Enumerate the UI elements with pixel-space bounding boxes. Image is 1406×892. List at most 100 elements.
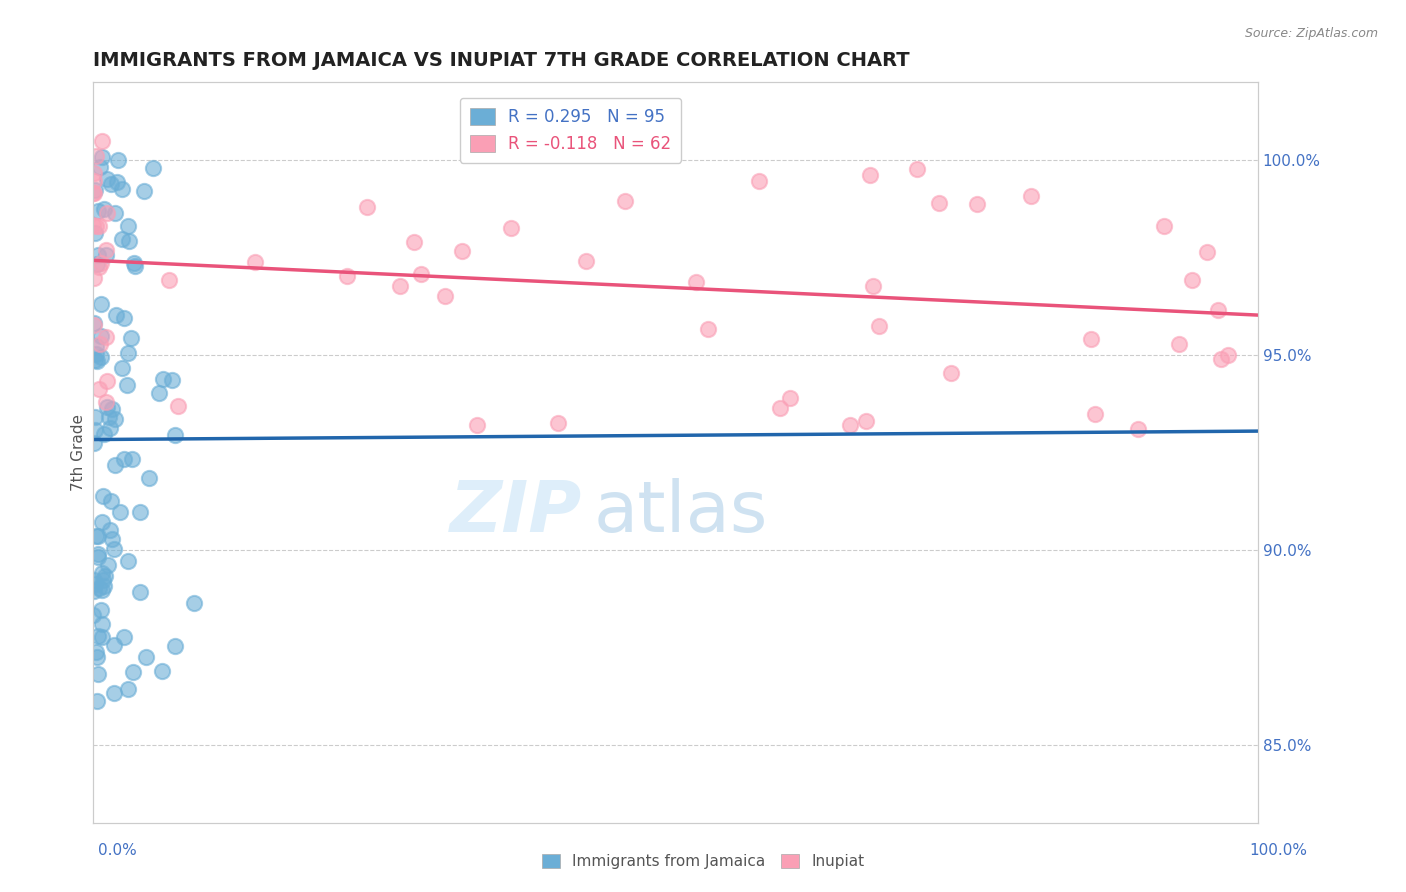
Point bbox=[575, 253, 598, 268]
Point bbox=[89, 382, 111, 396]
Point bbox=[87, 667, 110, 681]
Point bbox=[336, 269, 359, 284]
Point bbox=[86, 257, 108, 271]
Point bbox=[103, 685, 125, 699]
Point bbox=[103, 638, 125, 652]
Point bbox=[107, 153, 129, 167]
Point bbox=[89, 337, 111, 351]
Point bbox=[103, 542, 125, 557]
Point bbox=[98, 421, 121, 435]
Point bbox=[84, 347, 107, 361]
Point bbox=[90, 617, 112, 632]
Point bbox=[152, 664, 174, 678]
Point bbox=[96, 374, 118, 388]
Point bbox=[1206, 302, 1229, 317]
Point bbox=[87, 529, 110, 543]
Point bbox=[748, 174, 770, 188]
Point bbox=[91, 150, 114, 164]
Point bbox=[567, 145, 589, 159]
Point bbox=[96, 248, 118, 262]
Text: ZIP: ZIP bbox=[450, 478, 582, 547]
Point bbox=[132, 184, 155, 198]
Point bbox=[90, 256, 112, 270]
Point bbox=[118, 234, 141, 248]
Point bbox=[87, 581, 110, 595]
Point bbox=[243, 255, 266, 269]
Point bbox=[124, 259, 146, 273]
Point bbox=[465, 418, 488, 433]
Point bbox=[87, 219, 110, 234]
Point bbox=[163, 427, 186, 442]
Point bbox=[87, 549, 110, 564]
Point bbox=[86, 248, 108, 262]
Point bbox=[104, 412, 127, 426]
Point bbox=[120, 330, 142, 344]
Point bbox=[96, 206, 118, 220]
Point bbox=[93, 579, 115, 593]
Point bbox=[862, 279, 884, 293]
Point bbox=[1084, 408, 1107, 422]
Point bbox=[90, 351, 112, 365]
Point bbox=[117, 219, 139, 233]
Point bbox=[124, 256, 146, 270]
Point bbox=[411, 267, 433, 281]
Point bbox=[96, 330, 118, 344]
Point bbox=[83, 318, 105, 332]
Point bbox=[87, 260, 110, 275]
Point bbox=[1019, 189, 1042, 203]
Point bbox=[83, 353, 105, 368]
Point bbox=[83, 186, 105, 200]
Text: atlas: atlas bbox=[593, 478, 768, 547]
Point bbox=[83, 183, 105, 197]
Point bbox=[117, 554, 139, 568]
Point bbox=[1216, 348, 1239, 362]
Point bbox=[550, 141, 572, 155]
Point bbox=[769, 401, 792, 415]
Point bbox=[90, 582, 112, 597]
Point bbox=[1153, 219, 1175, 233]
Point bbox=[1167, 336, 1189, 351]
Point bbox=[129, 505, 152, 519]
Point bbox=[86, 354, 108, 368]
Point bbox=[91, 489, 114, 503]
Point bbox=[82, 608, 104, 623]
Legend: R = 0.295   N = 95, R = -0.118   N = 62: R = 0.295 N = 95, R = -0.118 N = 62 bbox=[460, 98, 682, 162]
Point bbox=[160, 373, 183, 387]
Point bbox=[183, 596, 205, 610]
Point bbox=[100, 494, 122, 508]
Point bbox=[84, 529, 107, 543]
Point bbox=[167, 399, 190, 413]
Legend: Immigrants from Jamaica, Inupiat: Immigrants from Jamaica, Inupiat bbox=[536, 848, 870, 875]
Point bbox=[117, 681, 139, 696]
Point bbox=[451, 244, 474, 258]
Point bbox=[1080, 332, 1102, 346]
Text: 100.0%: 100.0% bbox=[1250, 843, 1308, 858]
Point bbox=[148, 386, 170, 401]
Point bbox=[855, 414, 877, 428]
Point bbox=[101, 401, 124, 416]
Point bbox=[779, 391, 801, 405]
Point bbox=[83, 573, 105, 587]
Point bbox=[111, 232, 134, 246]
Y-axis label: 7th Grade: 7th Grade bbox=[72, 415, 86, 491]
Point bbox=[86, 650, 108, 665]
Point bbox=[90, 297, 112, 311]
Point bbox=[84, 645, 107, 659]
Point bbox=[82, 186, 104, 201]
Point bbox=[939, 366, 962, 380]
Point bbox=[93, 202, 115, 216]
Point bbox=[84, 577, 107, 591]
Point bbox=[83, 584, 105, 599]
Point bbox=[111, 360, 134, 375]
Point bbox=[163, 639, 186, 653]
Point bbox=[84, 339, 107, 353]
Text: 0.0%: 0.0% bbox=[98, 843, 138, 858]
Point bbox=[157, 272, 180, 286]
Point bbox=[98, 409, 121, 424]
Point bbox=[87, 203, 110, 218]
Point bbox=[100, 532, 122, 546]
Point bbox=[108, 505, 131, 519]
Point bbox=[90, 329, 112, 343]
Point bbox=[104, 206, 127, 220]
Point bbox=[84, 423, 107, 437]
